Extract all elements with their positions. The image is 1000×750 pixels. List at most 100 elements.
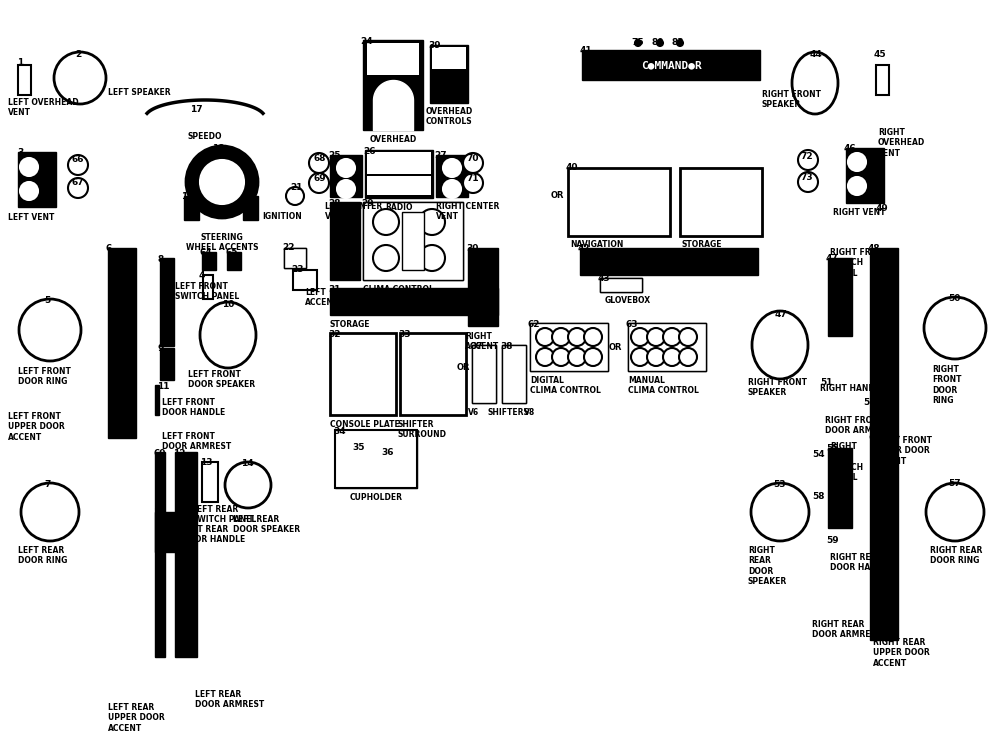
Circle shape bbox=[200, 160, 244, 204]
Text: 28: 28 bbox=[328, 199, 340, 208]
Text: RIGHT CENTER
VENT: RIGHT CENTER VENT bbox=[436, 202, 499, 221]
Ellipse shape bbox=[752, 311, 808, 379]
Text: 38: 38 bbox=[500, 342, 512, 351]
Text: 59: 59 bbox=[826, 536, 839, 545]
Bar bbox=[502, 345, 526, 403]
Circle shape bbox=[463, 153, 483, 173]
Circle shape bbox=[443, 180, 461, 198]
Text: 83: 83 bbox=[672, 38, 684, 47]
Text: RIGHT REAR
DOOR ARMREST: RIGHT REAR DOOR ARMREST bbox=[812, 620, 881, 640]
Circle shape bbox=[54, 52, 106, 104]
Bar bbox=[367, 43, 419, 75]
Circle shape bbox=[20, 182, 38, 200]
Text: 36: 36 bbox=[381, 448, 394, 457]
Bar bbox=[155, 452, 165, 657]
Bar bbox=[828, 448, 852, 528]
Text: 39: 39 bbox=[428, 41, 441, 50]
Bar bbox=[160, 258, 174, 346]
Text: IGNITION: IGNITION bbox=[262, 212, 302, 221]
Text: RADIO: RADIO bbox=[385, 203, 413, 212]
Text: 14: 14 bbox=[241, 459, 254, 468]
Text: 66: 66 bbox=[71, 155, 84, 164]
Bar bbox=[293, 270, 317, 290]
Text: 63: 63 bbox=[626, 320, 639, 329]
Text: 34: 34 bbox=[333, 427, 346, 436]
Text: MANUAL
CLIMA CONTROL: MANUAL CLIMA CONTROL bbox=[628, 376, 699, 395]
Text: 60: 60 bbox=[153, 449, 165, 458]
Text: RIGHT HANDLE: RIGHT HANDLE bbox=[820, 384, 885, 393]
Bar bbox=[155, 385, 159, 415]
Circle shape bbox=[443, 159, 461, 177]
Bar bbox=[175, 512, 179, 538]
Text: 18: 18 bbox=[212, 144, 224, 153]
Bar bbox=[600, 278, 642, 292]
Circle shape bbox=[679, 348, 697, 366]
Bar bbox=[18, 65, 31, 95]
Circle shape bbox=[924, 297, 986, 359]
Text: 27: 27 bbox=[434, 151, 447, 160]
Bar bbox=[472, 345, 496, 403]
Text: LEFT SPEAKER: LEFT SPEAKER bbox=[108, 88, 171, 97]
Circle shape bbox=[584, 348, 602, 366]
Bar bbox=[284, 248, 306, 268]
Bar bbox=[363, 40, 423, 130]
Bar bbox=[367, 176, 431, 195]
Text: C●MMAND●R: C●MMAND●R bbox=[641, 60, 701, 70]
Text: LEFT CENTER
VENT: LEFT CENTER VENT bbox=[325, 202, 382, 221]
Bar bbox=[227, 252, 241, 270]
Text: LEFT OVERHEAD
VENT: LEFT OVERHEAD VENT bbox=[8, 98, 79, 118]
Text: 40: 40 bbox=[566, 163, 578, 172]
Text: RIGHT REAR
DOOR RING: RIGHT REAR DOOR RING bbox=[930, 546, 982, 566]
Text: LEFT REAR
SWITCH PANEL: LEFT REAR SWITCH PANEL bbox=[192, 505, 256, 524]
Text: 17: 17 bbox=[190, 105, 203, 114]
Text: 75: 75 bbox=[631, 38, 644, 47]
Text: LEFT FRONT
SWITCH PANEL: LEFT FRONT SWITCH PANEL bbox=[175, 282, 239, 302]
Text: 68: 68 bbox=[313, 154, 326, 163]
Text: 51: 51 bbox=[820, 378, 832, 387]
Text: V8: V8 bbox=[524, 408, 535, 417]
Circle shape bbox=[286, 187, 304, 205]
Text: 26: 26 bbox=[363, 147, 376, 156]
Text: CUPHOLDER: CUPHOLDER bbox=[350, 493, 402, 502]
Circle shape bbox=[926, 483, 984, 541]
Text: 72: 72 bbox=[800, 152, 813, 161]
Text: GLOVEBOX: GLOVEBOX bbox=[605, 296, 651, 305]
Circle shape bbox=[374, 434, 414, 474]
Circle shape bbox=[373, 245, 399, 271]
Text: 47: 47 bbox=[826, 254, 839, 263]
Text: SPEEDO: SPEEDO bbox=[188, 132, 222, 141]
Text: LEFT REAR
DOOR HANDLE: LEFT REAR DOOR HANDLE bbox=[182, 525, 245, 544]
Bar bbox=[582, 50, 760, 80]
Circle shape bbox=[337, 159, 355, 177]
Circle shape bbox=[463, 173, 483, 193]
Text: 46: 46 bbox=[844, 144, 857, 153]
Circle shape bbox=[584, 328, 602, 346]
Bar bbox=[468, 248, 498, 326]
Text: 20: 20 bbox=[241, 192, 253, 201]
Ellipse shape bbox=[792, 52, 838, 114]
Text: SHIFTER
SURROUND: SHIFTER SURROUND bbox=[398, 420, 447, 440]
Circle shape bbox=[663, 328, 681, 346]
Text: RIGHT REAR
UPPER DOOR
ACCENT: RIGHT REAR UPPER DOOR ACCENT bbox=[873, 638, 930, 668]
Circle shape bbox=[419, 245, 445, 271]
Circle shape bbox=[68, 178, 88, 198]
Text: 22: 22 bbox=[282, 243, 294, 252]
Circle shape bbox=[20, 158, 38, 176]
Text: 25: 25 bbox=[328, 151, 340, 160]
Circle shape bbox=[309, 173, 329, 193]
Bar bbox=[284, 248, 306, 268]
Text: 19: 19 bbox=[181, 192, 194, 201]
Bar bbox=[870, 435, 898, 640]
Text: 44: 44 bbox=[810, 50, 823, 59]
Bar bbox=[367, 152, 431, 174]
Circle shape bbox=[536, 348, 554, 366]
Text: 29: 29 bbox=[361, 199, 374, 208]
Text: 65: 65 bbox=[225, 248, 238, 257]
Text: RIGHT
OVERHEAD
VENT: RIGHT OVERHEAD VENT bbox=[878, 128, 925, 158]
Bar bbox=[430, 45, 468, 103]
Circle shape bbox=[631, 328, 649, 346]
Bar bbox=[876, 65, 889, 95]
Text: 12: 12 bbox=[173, 449, 186, 458]
Ellipse shape bbox=[200, 302, 256, 368]
Circle shape bbox=[373, 209, 399, 235]
